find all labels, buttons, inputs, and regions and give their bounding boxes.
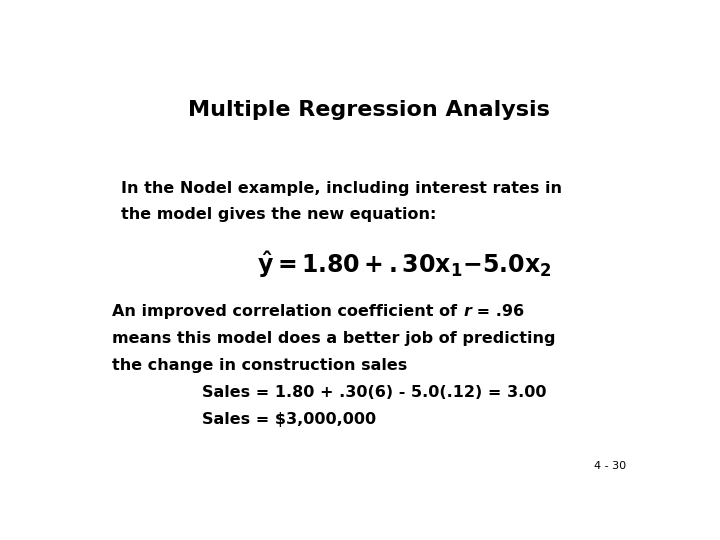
Text: In the Nodel example, including interest rates in: In the Nodel example, including interest…	[121, 181, 562, 196]
Text: 4 - 30: 4 - 30	[593, 462, 626, 471]
Text: r: r	[463, 304, 471, 319]
Text: Multiple Regression Analysis: Multiple Regression Analysis	[188, 100, 550, 120]
Text: $\mathbf{\hat{y}}$$\mathbf{= 1.80 + .30}$$\mathbf{x_1}$$\mathbf{ - 5.0}$$\mathbf: $\mathbf{\hat{y}}$$\mathbf{= 1.80 + .30}…	[258, 250, 552, 280]
Text: An improved correlation coefficient of: An improved correlation coefficient of	[112, 304, 463, 319]
Text: the model gives the new equation:: the model gives the new equation:	[121, 207, 436, 222]
Text: Sales = $3,000,000: Sales = $3,000,000	[202, 412, 376, 427]
Text: means this model does a better job of predicting: means this model does a better job of pr…	[112, 331, 556, 346]
Text: Sales = 1.80 + .30(6) - 5.0(.12) = 3.00: Sales = 1.80 + .30(6) - 5.0(.12) = 3.00	[202, 385, 546, 400]
Text: the change in construction sales: the change in construction sales	[112, 358, 408, 373]
Text: = .96: = .96	[471, 304, 524, 319]
